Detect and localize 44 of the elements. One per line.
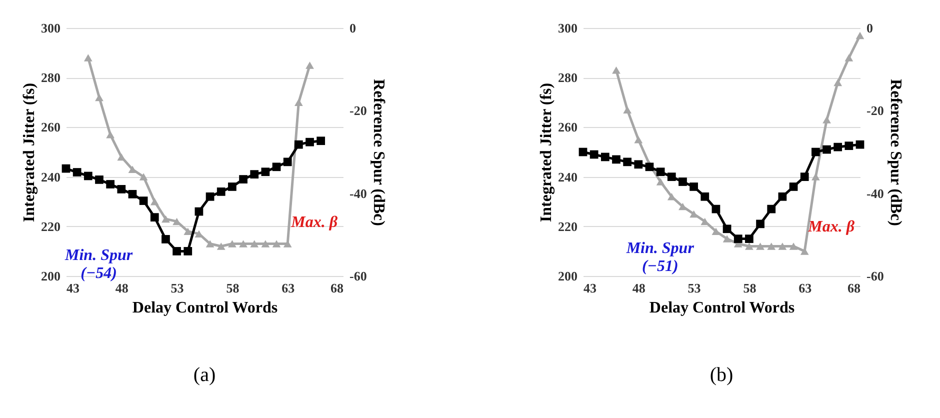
annotation: Min. Spur (−54) <box>64 247 134 282</box>
x-tick-label: 48 <box>632 280 646 296</box>
annotation: Min. Spur (−51) <box>625 240 695 275</box>
x-tick-label: 43 <box>66 280 80 296</box>
y-axis-title: Integrated Jitter (fs) <box>538 82 555 222</box>
x-tick-label: 53 <box>688 280 702 296</box>
x-tick-label: 68 <box>848 280 861 296</box>
x-tick-label: 68 <box>330 280 344 296</box>
x-tick-label: 58 <box>226 280 240 296</box>
x-tick-label: 63 <box>798 280 812 296</box>
y-tick-label: 200 <box>41 268 60 284</box>
y-tick-label: 200 <box>558 268 578 284</box>
y2-tick-label: -60 <box>350 268 367 284</box>
x-tick-label: 48 <box>115 280 129 296</box>
y-tick-label: 300 <box>41 20 60 36</box>
y-tick-label: 260 <box>558 120 578 135</box>
x-tick-label: 43 <box>584 280 597 296</box>
y-tick-label: 240 <box>41 169 60 184</box>
y2-axis-title: Reference Spur (dBc) <box>886 79 904 226</box>
y2-tick-label: -20 <box>866 103 884 118</box>
y2-tick-label: 0 <box>350 20 356 36</box>
y2-tick-label: -40 <box>350 186 367 201</box>
text: (b) <box>710 364 734 386</box>
x-tick-label: 63 <box>282 280 296 296</box>
text: (a) <box>193 364 216 386</box>
annotation: Max. β <box>807 218 856 236</box>
y-tick-label: 260 <box>41 120 60 135</box>
y-tick-label: 240 <box>558 169 578 184</box>
y2-tick-label: -40 <box>866 186 884 201</box>
y-axis-title: Integrated Jitter (fs) <box>21 82 38 222</box>
x-axis-title: Delay Control Words <box>649 300 795 316</box>
x-axis-title: Delay Control Words <box>132 300 278 316</box>
y-tick-label: 220 <box>41 218 60 234</box>
x-tick-label: 58 <box>743 280 757 296</box>
y-tick-label: 280 <box>41 70 60 86</box>
annotation: Max. β <box>290 214 338 231</box>
y2-tick-label: -60 <box>866 268 884 284</box>
y-tick-label: 220 <box>558 218 578 234</box>
y-tick-label: 280 <box>558 70 578 86</box>
y2-axis-title: Reference Spur (dBc) <box>370 79 387 226</box>
y2-tick-label: 0 <box>866 20 873 36</box>
y2-tick-label: -20 <box>350 103 367 118</box>
x-tick-label: 53 <box>170 280 184 296</box>
y-tick-label: 300 <box>558 20 578 36</box>
